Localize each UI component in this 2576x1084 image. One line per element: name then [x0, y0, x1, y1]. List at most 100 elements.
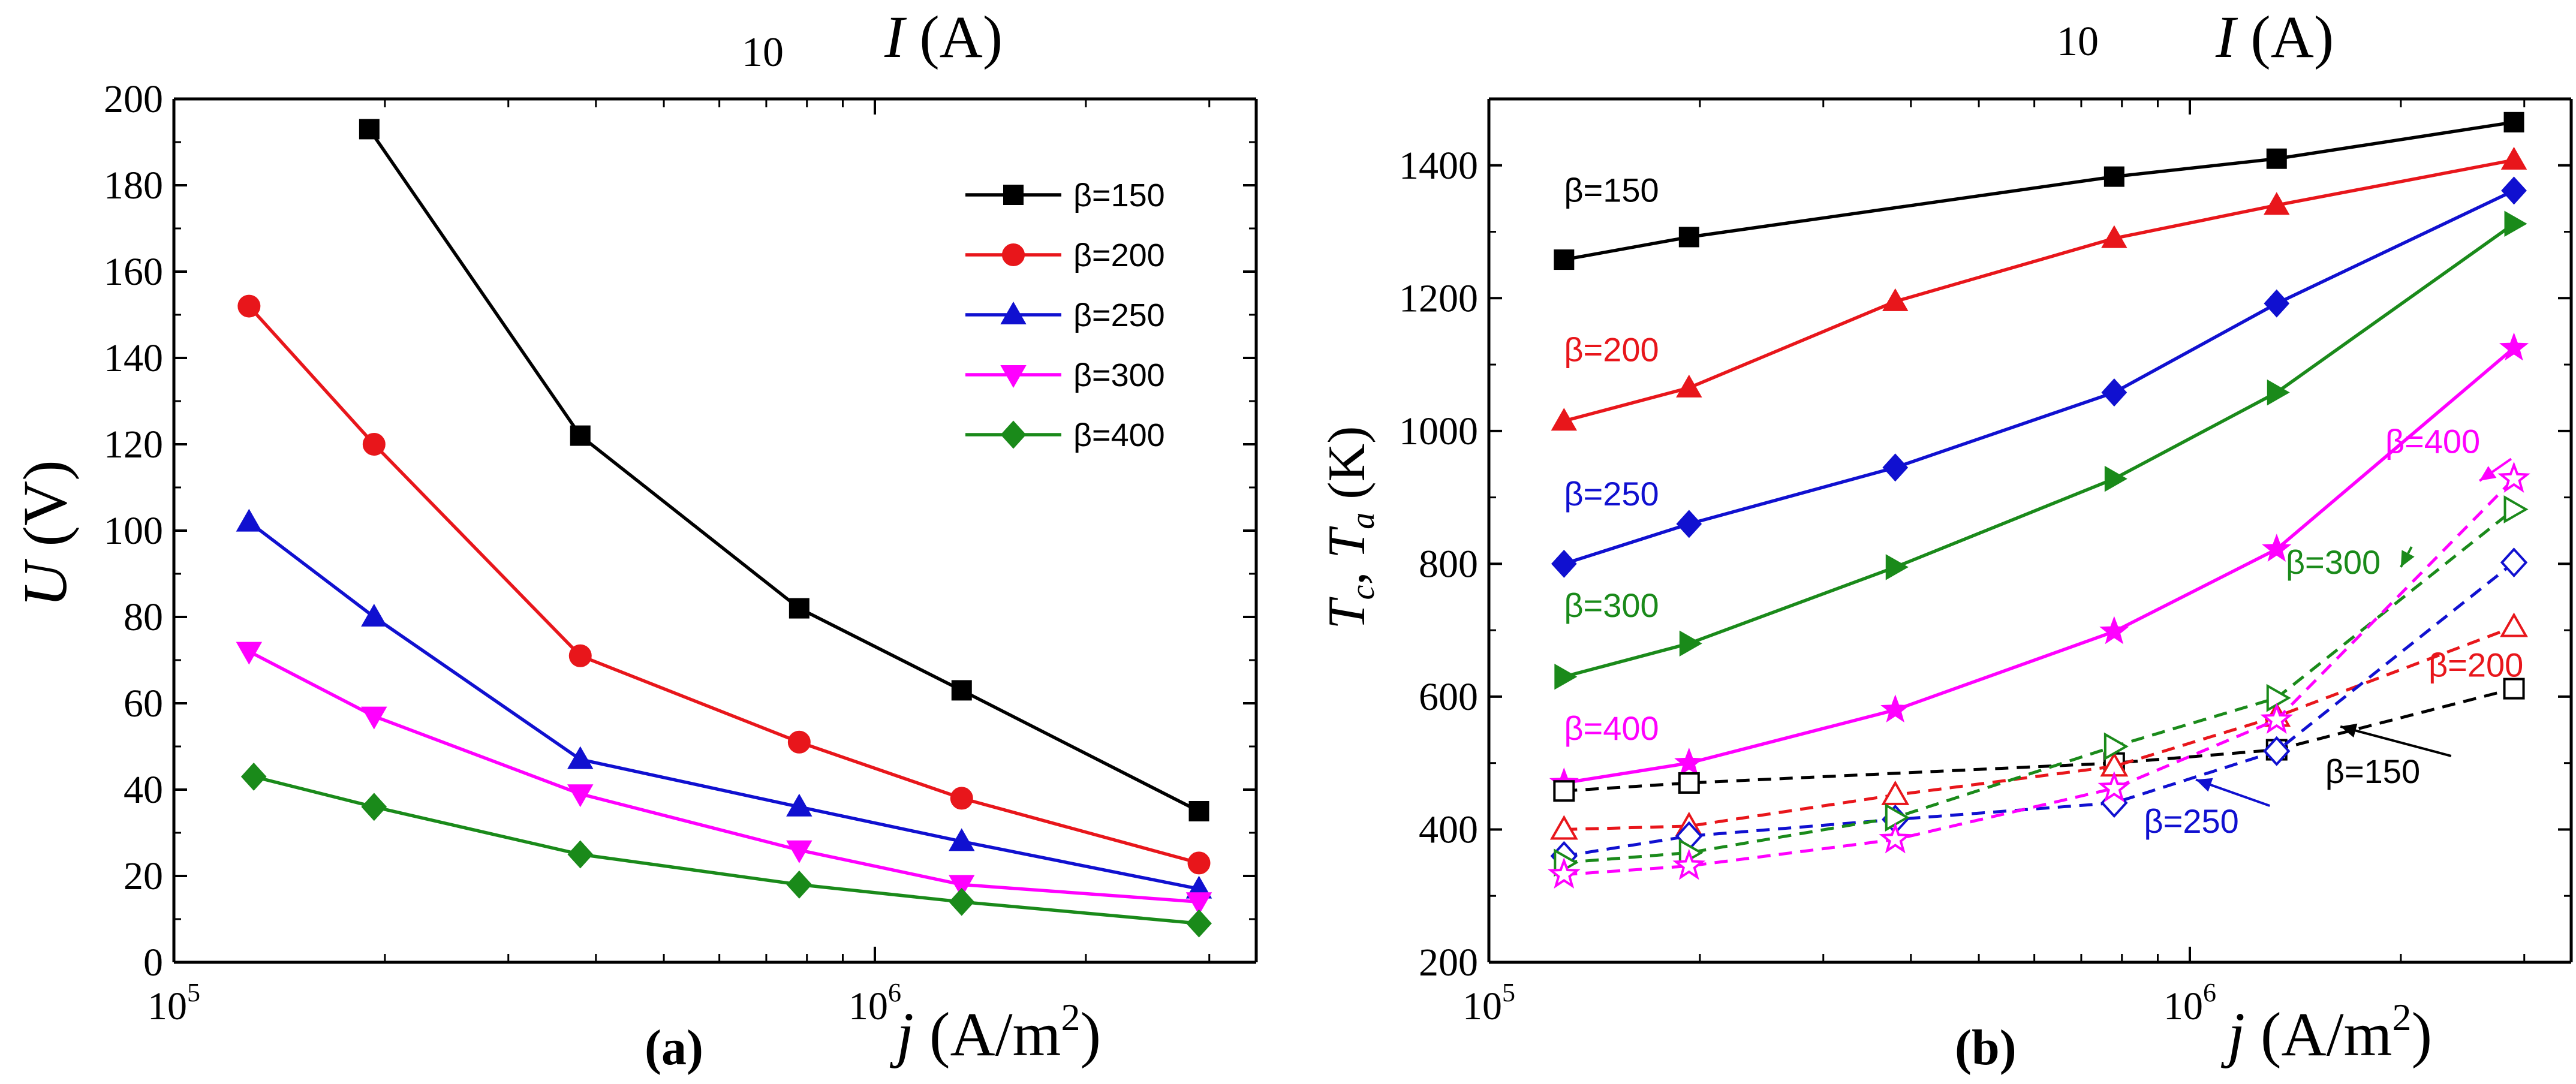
series-ta-beta-400: [1548, 461, 2530, 889]
data-point-beta-300: [949, 875, 975, 898]
data-point-ta-beta-300: [2103, 732, 2129, 761]
legend-swatch-marker: [1000, 365, 1027, 389]
data-point-tc-beta-300: [2504, 210, 2527, 237]
series-line-tc-beta-400: [1563, 347, 2515, 785]
panel-b-annotations: β=150 β=200 β=250 β=300 β=400 β=400 β=300 β=200…: [1564, 171, 2523, 840]
legend-item-beta-400: β=400: [965, 417, 1165, 453]
series-beta-300: [236, 642, 1212, 916]
data-point-beta-200: [787, 730, 811, 754]
data-point-ta-beta-250: [2500, 547, 2528, 578]
annotation-label: β=250: [2144, 802, 2238, 840]
series-ta-beta-250: [1550, 547, 2528, 871]
x-tick-label: 105: [1462, 978, 1515, 1028]
series-tc-beta-300: [1554, 210, 2527, 690]
annotation-beta-150: β=150: [2325, 723, 2452, 790]
data-point-beta-150: [951, 680, 972, 701]
data-point-tc-beta-150: [1678, 227, 1699, 248]
data-point-beta-200: [568, 644, 592, 667]
data-point-beta-200: [362, 433, 386, 456]
data-point-tc-beta-200: [2264, 192, 2290, 215]
data-point-beta-250: [786, 793, 812, 817]
legend-swatch-marker: [1002, 243, 1025, 266]
data-point-ta-beta-200: [2500, 612, 2528, 637]
data-point-ta-beta-150: [2503, 678, 2525, 700]
x-tick-label: 105: [148, 978, 200, 1028]
panel-a-y-label-unit: (V): [11, 460, 80, 562]
data-point-beta-400: [949, 887, 975, 916]
legend-item-beta-300: β=300: [965, 357, 1165, 393]
series-line-ta-beta-300: [1564, 508, 2515, 865]
data-point-beta-250: [567, 746, 594, 769]
series-line-tc-beta-150: [1563, 121, 2514, 261]
data-point-ta-beta-400: [1879, 822, 1912, 854]
legend-item-beta-150: β=150: [965, 177, 1165, 213]
panel-a-top-axis-symbol: I: [884, 4, 907, 70]
panel-b-x-label-close: ): [2411, 1000, 2432, 1069]
y-tick-label: 40: [124, 768, 163, 812]
panel-a-x-label: j (A/m2): [889, 996, 1101, 1069]
panel-b-x-ticks: 105 106: [1462, 99, 2526, 1028]
panel-b-top-axis-label: I (A): [2215, 4, 2334, 70]
x-tick-label: 106: [848, 978, 901, 1028]
annotation-beta-200: β=200: [2428, 646, 2523, 684]
annotation-beta-400: β=400: [1564, 709, 1659, 747]
legend-swatch-marker: [1000, 420, 1027, 449]
annotation-label: β=150: [1564, 171, 1659, 209]
y-tick-label: 0: [143, 941, 163, 984]
data-point-ta-beta-300: [2503, 495, 2529, 524]
data-point-tc-beta-200: [2101, 225, 2127, 248]
data-point-beta-150: [789, 598, 809, 619]
data-point-beta-150: [359, 119, 380, 140]
legend-label: β=150: [1073, 177, 1165, 213]
data-point-tc-beta-150: [2503, 112, 2524, 133]
series-line-beta-250: [248, 520, 1200, 891]
data-point-tc-beta-400: [2262, 534, 2292, 562]
annotation-arrow-line: [2340, 725, 2452, 757]
legend-label: β=300: [1073, 357, 1165, 393]
panel-b-y-label: Tc, Ta (K): [1318, 426, 1382, 630]
series-line-ta-beta-250: [1563, 561, 2515, 858]
annotation-beta-300: β=300: [2286, 543, 2415, 581]
series-tc-beta-250: [1551, 176, 2527, 578]
data-point-tc-beta-150: [1554, 249, 1575, 270]
data-point-ta-beta-400: [2097, 771, 2131, 803]
series-line-ta-beta-200: [1564, 625, 2515, 831]
annotation-arrow-head: [2340, 723, 2358, 738]
data-point-beta-400: [240, 762, 267, 791]
annotation-arrow-head: [2400, 550, 2415, 567]
data-point-beta-200: [950, 787, 973, 810]
annotation-label: β=250: [1564, 475, 1659, 513]
series-tc-beta-400: [1549, 332, 2529, 796]
data-point-beta-150: [570, 425, 591, 446]
data-point-ta-beta-200: [1549, 815, 1578, 840]
panel-b-x-label-sup: 2: [2392, 996, 2411, 1038]
y-tick-label: 400: [1419, 808, 1478, 851]
series-beta-200: [237, 294, 1211, 875]
panel-b-y-label-sep: ,: [1318, 559, 1376, 585]
panel-a-y-ticks: 0 20 40 60 80 100 120 140 160 180 200: [104, 77, 1256, 984]
y-tick-label: 180: [104, 164, 163, 207]
panel-b-y-label-tc-sub: c: [1344, 585, 1382, 600]
panel-b-y-label-unit: (K): [1318, 426, 1376, 513]
y-tick-label: 600: [1419, 675, 1478, 719]
annotation-beta-250: β=250: [2144, 778, 2271, 840]
y-tick-label: 200: [1419, 941, 1478, 984]
data-point-beta-150: [1188, 801, 1209, 821]
y-tick-label: 200: [104, 77, 163, 121]
panel-a: 0 20 40 60 80 100 120 140 160 180 200 105 106 β=150…: [11, 4, 1258, 1076]
data-point-tc-beta-400: [2099, 616, 2129, 645]
panel-a-label: (a): [645, 1020, 703, 1076]
data-point-tc-beta-250: [2264, 289, 2290, 318]
panel-a-x-ticks: 105 106: [148, 99, 1211, 1028]
data-point-beta-250: [949, 828, 975, 851]
panel-b-x-label-unit: (A/m: [2245, 1000, 2393, 1069]
data-point-ta-beta-300: [2266, 683, 2291, 712]
data-point-tc-beta-250: [1676, 510, 1702, 538]
series-line-beta-300: [248, 650, 1199, 904]
data-point-tc-beta-400: [1880, 694, 1910, 723]
data-point-beta-300: [567, 784, 594, 808]
data-point-beta-300: [361, 706, 387, 730]
annotation-label: β=300: [2286, 543, 2381, 581]
data-point-tc-beta-200: [1676, 374, 1702, 398]
